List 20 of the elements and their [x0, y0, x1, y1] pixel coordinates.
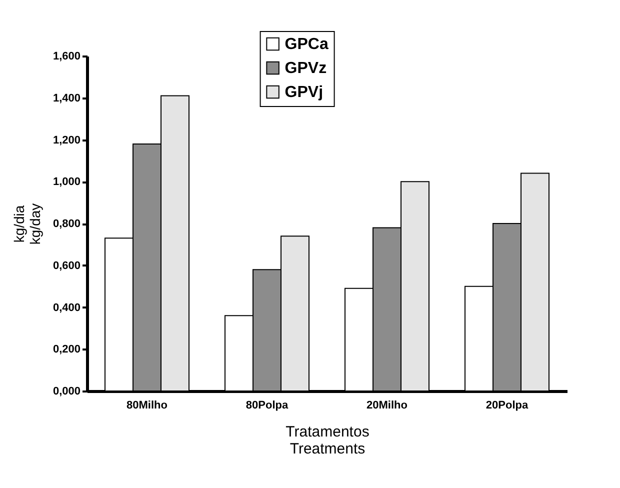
- x-tick-label: 80Polpa: [246, 400, 289, 412]
- y-tick-label: 0,000: [52, 386, 80, 398]
- legend-label: GPCa: [284, 36, 328, 53]
- y-tick-label: 1,600: [52, 50, 80, 62]
- y-tick-label: 0,400: [52, 302, 80, 314]
- text: kg/day: [26, 203, 43, 245]
- y-axis-title: kg/dia: [10, 205, 27, 243]
- y-tick-label: 0,800: [52, 218, 80, 230]
- y-tick-label: 1,000: [52, 176, 80, 188]
- x-tick-label: 80Milho: [126, 400, 168, 412]
- text: Treatments: [290, 440, 366, 458]
- y-tick-label: 1,200: [52, 134, 80, 146]
- y-tick-label: 0,600: [52, 260, 80, 272]
- x-tick-label: 20Milho: [366, 400, 408, 412]
- x-axis-title: Tratamentos: [286, 424, 370, 440]
- y-tick-label: 1,400: [52, 92, 80, 104]
- legend-label: GPVz: [284, 60, 327, 77]
- y-tick-label: 0,200: [52, 344, 80, 356]
- legend-label: GPVj: [284, 84, 324, 101]
- x-tick-label: 20Polpa: [486, 400, 529, 412]
